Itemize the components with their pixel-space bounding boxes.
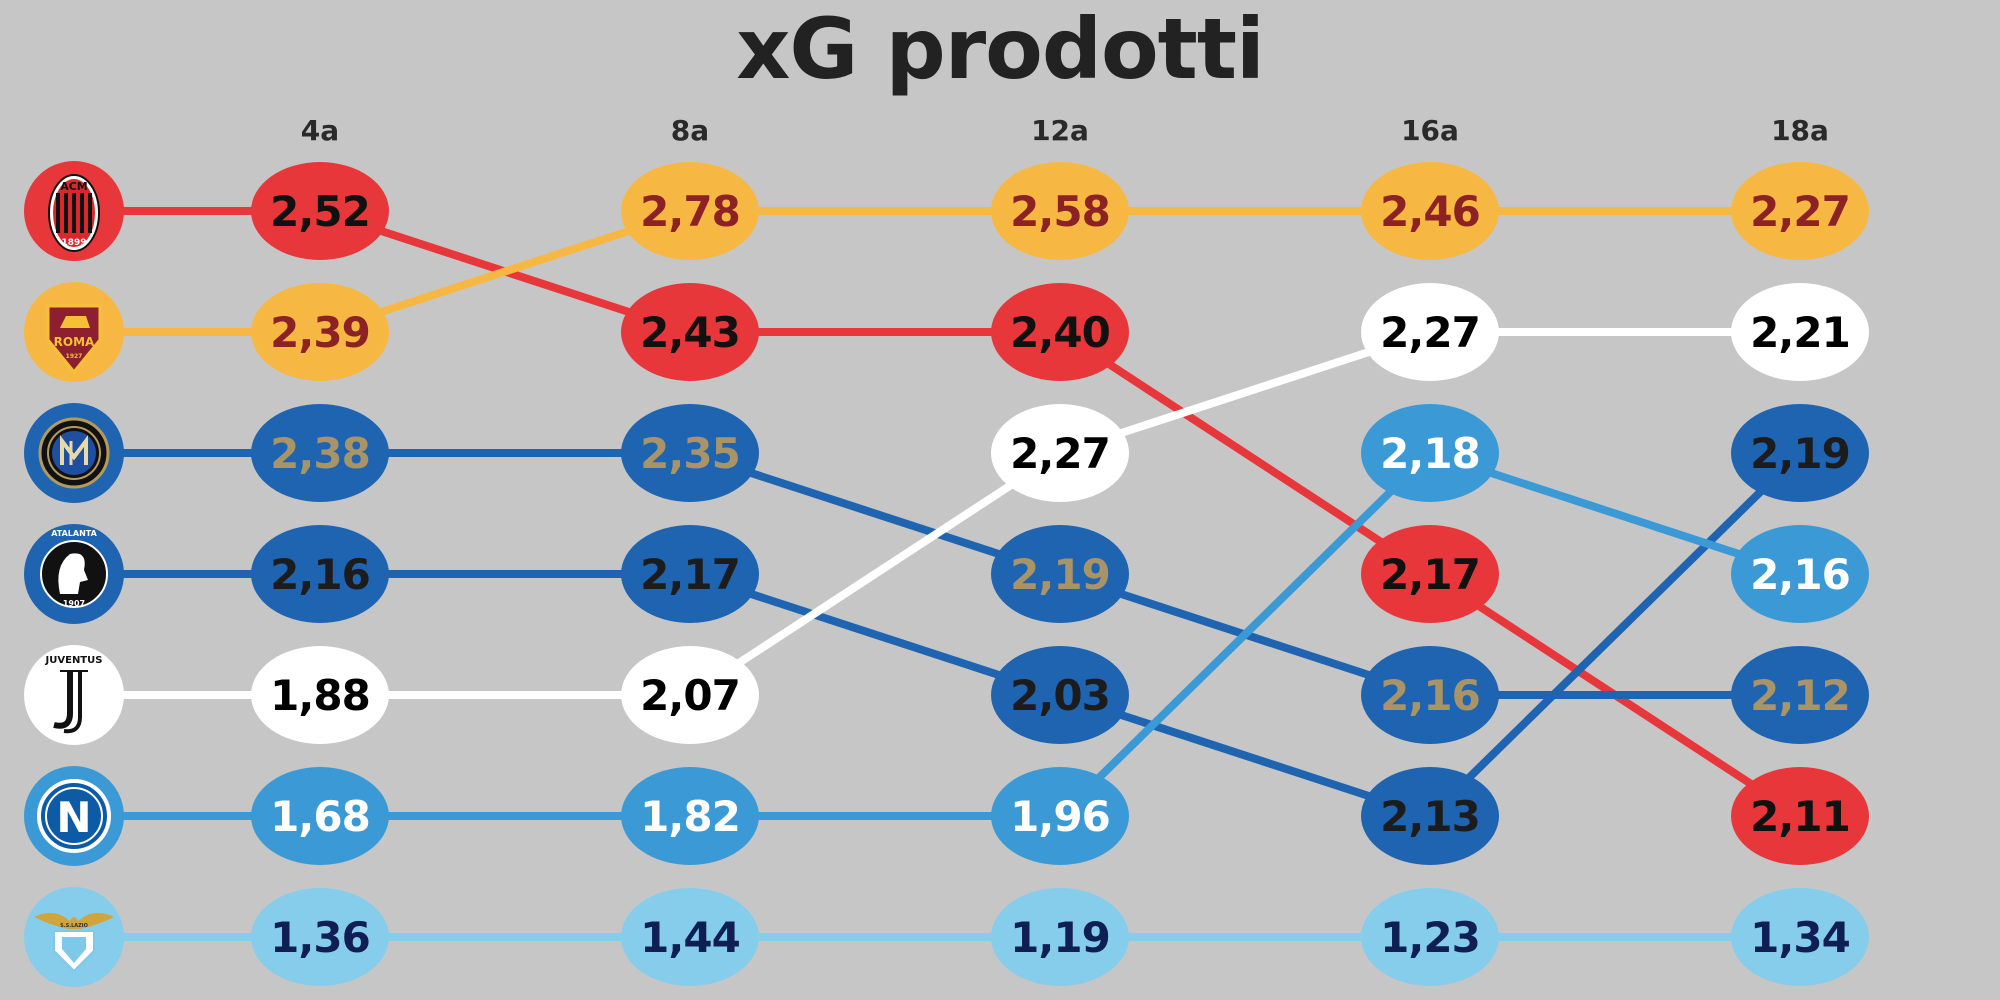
column-label-16a: 16a: [1401, 114, 1459, 147]
value-label: 2,17: [1380, 550, 1480, 599]
value-marker-inter-16a: 2,16: [1361, 646, 1499, 744]
roma-logo: ROMA 1927: [24, 282, 124, 382]
series-line-napoli: [70, 449, 1804, 820]
column-labels: 4a 8a 12a 16a 18a: [301, 114, 1829, 147]
value-label: 2,17: [640, 550, 740, 599]
value-label: 1,34: [1750, 913, 1850, 962]
value-label: 1,96: [1010, 792, 1110, 841]
value-label: 2,21: [1750, 308, 1850, 357]
value-marker-inter-8a: 2,35: [621, 404, 759, 502]
column-label-18a: 18a: [1771, 114, 1829, 147]
value-marker-lazio-8a: 1,44: [621, 888, 759, 986]
value-label: 2,46: [1380, 187, 1480, 236]
value-marker-atalanta-12a: 2,03: [991, 646, 1129, 744]
value-marker-napoli-12a: 1,96: [991, 767, 1129, 865]
value-marker-lazio-16a: 1,23: [1361, 888, 1499, 986]
value-marker-roma-8a: 2,78: [621, 162, 759, 260]
value-label: 2,19: [1750, 429, 1850, 478]
value-marker-roma-4a: 2,39: [251, 283, 389, 381]
value-label: 2,19: [1010, 550, 1110, 599]
value-marker-milan-8a: 2,43: [621, 283, 759, 381]
value-marker-roma-12a: 2,58: [991, 162, 1129, 260]
value-marker-napoli-16a: 2,18: [1361, 404, 1499, 502]
svg-text:1927: 1927: [66, 353, 83, 360]
value-label: 1,23: [1380, 913, 1480, 962]
value-markers: 2,52 2,43 2,40 2,17 2,11 2,39 2,78 2,58 2,46 2,27…: [251, 162, 1869, 986]
value-label: 1,68: [270, 792, 370, 841]
value-label: 2,39: [270, 308, 370, 357]
value-label: 2,12: [1750, 671, 1850, 720]
value-label: 1,82: [640, 792, 740, 841]
value-marker-inter-18a: 2,12: [1731, 646, 1869, 744]
svg-text:ATALANTA: ATALANTA: [51, 529, 97, 538]
svg-text:1899: 1899: [61, 238, 86, 248]
value-label: 2,38: [270, 429, 370, 478]
value-marker-lazio-18a: 1,34: [1731, 888, 1869, 986]
value-marker-juventus-12a: 2,27: [991, 404, 1129, 502]
value-marker-lazio-12a: 1,19: [991, 888, 1129, 986]
value-marker-juventus-18a: 2,21: [1731, 283, 1869, 381]
juventus-logo: JUVENTUS: [24, 645, 124, 745]
value-label: 2,27: [1010, 429, 1110, 478]
value-label: 2,16: [1750, 550, 1850, 599]
svg-text:S.S.LAZIO: S.S.LAZIO: [60, 923, 88, 929]
value-marker-juventus-16a: 2,27: [1361, 283, 1499, 381]
value-label: 2,43: [640, 308, 740, 357]
value-label: 2,35: [640, 429, 740, 478]
value-marker-milan-18a: 2,11: [1731, 767, 1869, 865]
value-marker-roma-16a: 2,46: [1361, 162, 1499, 260]
value-label: 2,11: [1750, 792, 1850, 841]
value-marker-napoli-8a: 1,82: [621, 767, 759, 865]
value-marker-juventus-4a: 1,88: [251, 646, 389, 744]
value-label: 1,36: [270, 913, 370, 962]
svg-text:ACM: ACM: [60, 180, 88, 193]
value-label: 2,27: [1750, 187, 1850, 236]
value-marker-roma-18a: 2,27: [1731, 162, 1869, 260]
value-marker-atalanta-18a: 2,19: [1731, 404, 1869, 502]
value-marker-inter-12a: 2,19: [991, 525, 1129, 623]
value-marker-napoli-18a: 2,16: [1731, 525, 1869, 623]
team-logos: ACM 1899 ROMA 1927 ATALANTA 1907 JUVENTUS N S.S.…: [24, 161, 124, 987]
chart-title: xG prodotti: [736, 0, 1264, 98]
milan-logo: ACM 1899: [24, 161, 124, 261]
napoli-logo: N: [24, 766, 124, 866]
svg-text:JUVENTUS: JUVENTUS: [45, 655, 103, 666]
series-line-atalanta: [70, 449, 1804, 820]
value-label: 2,27: [1380, 308, 1480, 357]
value-label: 1,44: [640, 913, 740, 962]
inter-logo: [24, 403, 124, 503]
value-marker-atalanta-4a: 2,16: [251, 525, 389, 623]
value-label: 2,13: [1380, 792, 1480, 841]
value-label: 2,16: [270, 550, 370, 599]
svg-text:N: N: [56, 793, 91, 842]
svg-text:1907: 1907: [63, 599, 85, 608]
value-marker-milan-12a: 2,40: [991, 283, 1129, 381]
value-marker-milan-16a: 2,17: [1361, 525, 1499, 623]
value-marker-milan-4a: 2,52: [251, 162, 389, 260]
lazio-logo: S.S.LAZIO: [24, 887, 124, 987]
value-marker-napoli-4a: 1,68: [251, 767, 389, 865]
value-label: 1,88: [270, 671, 370, 720]
value-label: 2,07: [640, 671, 740, 720]
value-label: 2,16: [1380, 671, 1480, 720]
atalanta-logo: ATALANTA 1907: [24, 524, 124, 624]
value-label: 2,03: [1010, 671, 1110, 720]
value-label: 1,19: [1010, 913, 1110, 962]
value-label: 2,58: [1010, 187, 1110, 236]
value-marker-inter-4a: 2,38: [251, 404, 389, 502]
value-marker-juventus-8a: 2,07: [621, 646, 759, 744]
series-line-juventus: [70, 328, 1804, 699]
value-marker-lazio-4a: 1,36: [251, 888, 389, 986]
column-label-12a: 12a: [1031, 114, 1089, 147]
column-label-8a: 8a: [671, 114, 709, 147]
value-label: 2,18: [1380, 429, 1480, 478]
column-label-4a: 4a: [301, 114, 339, 147]
value-marker-atalanta-8a: 2,17: [621, 525, 759, 623]
value-marker-atalanta-16a: 2,13: [1361, 767, 1499, 865]
value-label: 2,52: [270, 187, 370, 236]
value-label: 2,78: [640, 187, 740, 236]
svg-text:ROMA: ROMA: [54, 335, 95, 349]
value-label: 2,40: [1010, 308, 1110, 357]
